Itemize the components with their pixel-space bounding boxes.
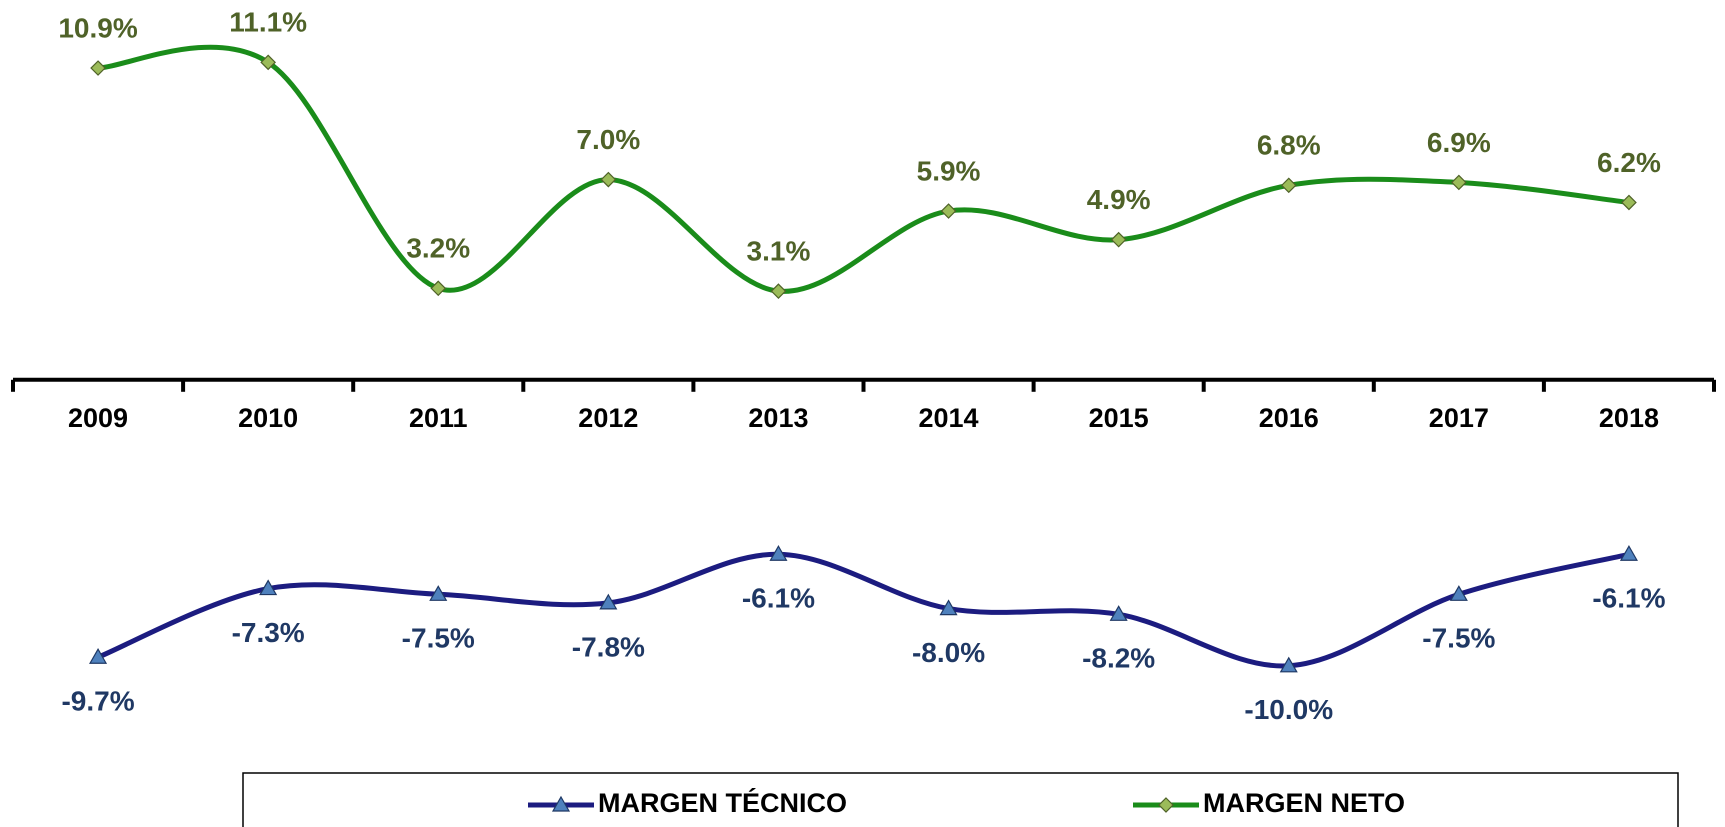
- marker: [1621, 194, 1637, 211]
- x-tick-label: 2015: [1089, 403, 1149, 433]
- marker: [430, 280, 447, 297]
- x-tick-label: 2012: [578, 403, 638, 433]
- x-tick-label: 2013: [748, 403, 808, 433]
- data-label: 7.0%: [576, 124, 640, 155]
- data-label: 3.1%: [747, 236, 811, 267]
- x-tick-label: 2014: [919, 403, 979, 433]
- data-label: -8.2%: [1082, 643, 1155, 674]
- marker: [89, 648, 108, 664]
- marker: [260, 54, 276, 71]
- x-tick-label: 2018: [1599, 403, 1659, 433]
- data-label: -7.5%: [1422, 623, 1495, 654]
- marker: [1110, 231, 1127, 248]
- marker: [600, 171, 617, 188]
- marker: [1279, 656, 1298, 673]
- x-tick-label: 2011: [409, 403, 468, 433]
- legend-label: MARGEN NETO: [1203, 788, 1405, 818]
- marker: [940, 203, 957, 219]
- data-label: -6.1%: [1592, 583, 1665, 614]
- data-label: 3.2%: [406, 233, 470, 264]
- data-label: 6.2%: [1597, 147, 1661, 178]
- marker: [1451, 174, 1467, 191]
- series-line: [97, 44, 1630, 294]
- marker: [939, 599, 958, 616]
- data-label: 11.1%: [229, 7, 307, 38]
- series-line: [97, 551, 1630, 669]
- data-label: -9.7%: [61, 686, 134, 717]
- data-label: -10.0%: [1244, 694, 1333, 725]
- marker: [259, 579, 278, 596]
- legend-label: MARGEN TÉCNICO: [598, 787, 847, 818]
- data-label: -7.3%: [232, 617, 305, 648]
- data-label: -7.8%: [572, 631, 645, 662]
- data-label: 5.9%: [917, 155, 981, 186]
- data-label: -7.5%: [402, 623, 475, 654]
- marker: [1109, 605, 1128, 621]
- data-label: 10.9%: [58, 12, 137, 43]
- data-label: 4.9%: [1087, 184, 1151, 215]
- data-label: -6.1%: [742, 583, 815, 614]
- marker: [1158, 797, 1174, 813]
- data-label: 6.9%: [1427, 127, 1491, 158]
- marker: [1280, 177, 1297, 194]
- data-label: -8.0%: [912, 637, 985, 668]
- x-tick-label: 2017: [1429, 403, 1489, 433]
- marker: [770, 283, 787, 299]
- marker: [1619, 545, 1638, 561]
- x-tick-label: 2016: [1259, 403, 1319, 433]
- marker: [1449, 585, 1468, 601]
- marker: [599, 593, 618, 610]
- marker: [429, 585, 448, 601]
- marker: [551, 795, 571, 812]
- data-label: 6.8%: [1257, 130, 1321, 161]
- x-tick-label: 2010: [238, 403, 298, 433]
- x-tick-label: 2009: [68, 403, 128, 433]
- marker: [769, 545, 788, 561]
- marker: [90, 60, 106, 76]
- legend-box: [242, 772, 1679, 827]
